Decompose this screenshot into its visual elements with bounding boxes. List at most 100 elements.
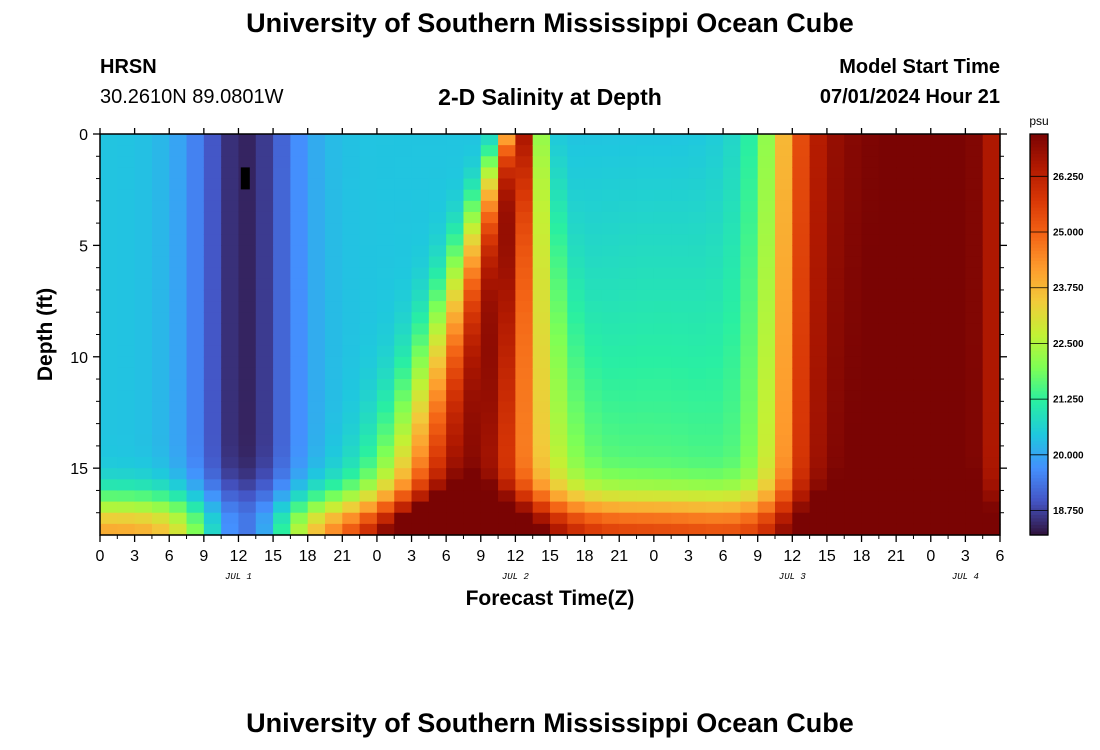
heatmap-cell — [515, 178, 534, 191]
heatmap-cell — [134, 200, 153, 213]
heatmap-cell — [169, 512, 188, 525]
heatmap-cell — [948, 178, 966, 191]
heatmap-cell — [567, 523, 586, 536]
colorbar-swatch — [1030, 414, 1048, 419]
heatmap-cell — [134, 223, 153, 235]
heatmap-cell — [151, 401, 170, 414]
heatmap-cell — [550, 178, 568, 191]
heatmap-cell — [325, 245, 343, 258]
colorbar-swatch — [1030, 367, 1048, 372]
heatmap-cell — [255, 445, 274, 458]
heatmap-cell — [688, 468, 707, 480]
heatmap-cell — [567, 412, 586, 425]
heatmap-cell — [342, 356, 361, 369]
heatmap-cell — [878, 145, 897, 157]
heatmap-cell — [861, 390, 880, 402]
heatmap-cell — [723, 490, 741, 503]
heatmap-cell — [757, 245, 776, 258]
colorbar-swatch — [1030, 361, 1048, 366]
heatmap-cell — [428, 445, 447, 458]
heatmap-cell — [723, 267, 741, 280]
station-name: HRSN — [100, 56, 157, 78]
heatmap-cell — [844, 211, 863, 224]
heatmap-cell — [100, 501, 118, 514]
heatmap-cell — [394, 367, 413, 380]
heatmap-cell — [394, 200, 413, 213]
colorbar-swatch — [1030, 307, 1048, 312]
heatmap-cell — [948, 445, 966, 458]
heatmap-cell — [203, 356, 222, 369]
heatmap-cell — [428, 423, 447, 436]
heatmap-cell — [930, 312, 949, 324]
heatmap-cell — [273, 345, 291, 358]
heatmap-cell — [809, 468, 828, 480]
heatmap-cell — [584, 512, 603, 525]
heatmap-cell — [446, 200, 465, 213]
heatmap-cell — [446, 512, 465, 525]
heatmap-cell — [480, 189, 499, 202]
heatmap-cell — [359, 323, 378, 336]
heatmap-cell — [480, 145, 499, 157]
heatmap-cell — [376, 256, 395, 269]
heatmap-cell — [584, 412, 603, 425]
heatmap-cell — [775, 134, 793, 146]
heatmap-cell — [117, 156, 136, 169]
heatmap-cell — [878, 178, 897, 191]
heatmap-cell — [809, 289, 828, 302]
colorbar-swatch — [1030, 281, 1048, 285]
heatmap-cell — [342, 189, 361, 202]
colorbar-swatch — [1030, 397, 1048, 402]
heatmap-cell — [428, 211, 447, 224]
heatmap-cell — [411, 512, 430, 525]
heatmap-cell — [792, 134, 811, 146]
heatmap-cell — [325, 434, 343, 447]
heatmap-cell — [792, 189, 811, 202]
heatmap-cell — [844, 345, 863, 358]
heatmap-cell — [913, 167, 932, 180]
colorbar-swatch — [1030, 157, 1048, 162]
colorbar-swatch — [1030, 260, 1048, 265]
heatmap-cell — [688, 156, 707, 169]
heatmap-cell — [826, 367, 845, 380]
heatmap-cell — [723, 278, 741, 291]
heatmap-cell — [342, 501, 361, 514]
heatmap-cell — [273, 134, 291, 146]
heatmap-cell — [428, 200, 447, 213]
colorbar-tick-label: 20.000 — [1053, 450, 1084, 461]
heatmap-cell — [498, 379, 516, 391]
heatmap-cell — [861, 256, 880, 269]
heatmap-cell — [376, 401, 395, 414]
heatmap-cell — [601, 256, 620, 269]
heatmap-cell — [567, 501, 586, 514]
heatmap-cell — [601, 468, 620, 480]
heatmap-cell — [584, 234, 603, 246]
heatmap-cell — [307, 490, 326, 503]
heatmap-cell — [480, 289, 499, 302]
heatmap-cell — [982, 523, 1001, 536]
heatmap-cell — [411, 390, 430, 402]
colorbar-swatch — [1030, 331, 1048, 336]
heatmap-cell — [186, 289, 205, 302]
heatmap-cell — [878, 301, 897, 313]
heatmap-cell — [913, 501, 932, 514]
heatmap-cell — [238, 501, 257, 514]
heatmap-cell — [151, 490, 170, 503]
heatmap-cell — [273, 189, 291, 202]
heatmap-cell — [584, 356, 603, 369]
heatmap-cell — [186, 479, 205, 492]
heatmap-cell — [619, 178, 638, 191]
heatmap-cell — [463, 490, 482, 503]
heatmap-cell — [550, 289, 568, 302]
heatmap-cell — [775, 512, 793, 525]
heatmap-cell — [221, 278, 240, 291]
heatmap-cell — [238, 412, 257, 425]
heatmap-cell — [221, 390, 240, 402]
heatmap-cell — [376, 223, 395, 235]
heatmap-cell — [186, 278, 205, 291]
heatmap-cell — [757, 145, 776, 157]
heatmap-cell — [498, 412, 516, 425]
heatmap-cell — [463, 312, 482, 324]
heatmap-cell — [982, 189, 1001, 202]
heatmap-cell — [359, 256, 378, 269]
colorbar-swatch — [1030, 134, 1048, 138]
